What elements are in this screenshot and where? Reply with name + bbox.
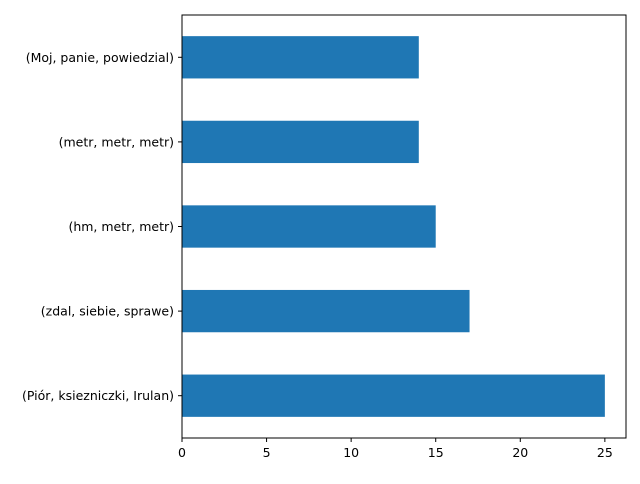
bars-layer bbox=[182, 36, 605, 417]
y-tick-label-0: (Piór, ksiezniczki, Irulan) bbox=[22, 388, 174, 403]
x-tick-label-2: 10 bbox=[343, 445, 359, 460]
y-tick-label-3: (metr, metr, metr) bbox=[59, 134, 174, 149]
bar-4 bbox=[182, 36, 419, 79]
bar-3 bbox=[182, 120, 419, 164]
x-tick-label-0: 0 bbox=[178, 445, 186, 460]
x-tick-label-5: 25 bbox=[597, 445, 613, 460]
bar-1 bbox=[182, 289, 470, 333]
bar-2 bbox=[182, 205, 436, 248]
x-tick-label-1: 5 bbox=[263, 445, 271, 460]
y-tick-label-4: (Moj, panie, powiedzial) bbox=[26, 50, 174, 65]
bar-0 bbox=[182, 374, 605, 417]
x-tick-label-3: 15 bbox=[428, 445, 444, 460]
y-axis-ticks: (Piór, ksiezniczki, Irulan) (zdal, siebie… bbox=[22, 50, 182, 403]
x-axis-ticks: 0 5 10 15 20 25 bbox=[178, 438, 613, 460]
y-tick-label-1: (zdal, siebie, sprawe) bbox=[41, 304, 174, 319]
x-tick-label-4: 20 bbox=[512, 445, 528, 460]
y-tick-label-2: (hm, metr, metr) bbox=[68, 219, 174, 234]
